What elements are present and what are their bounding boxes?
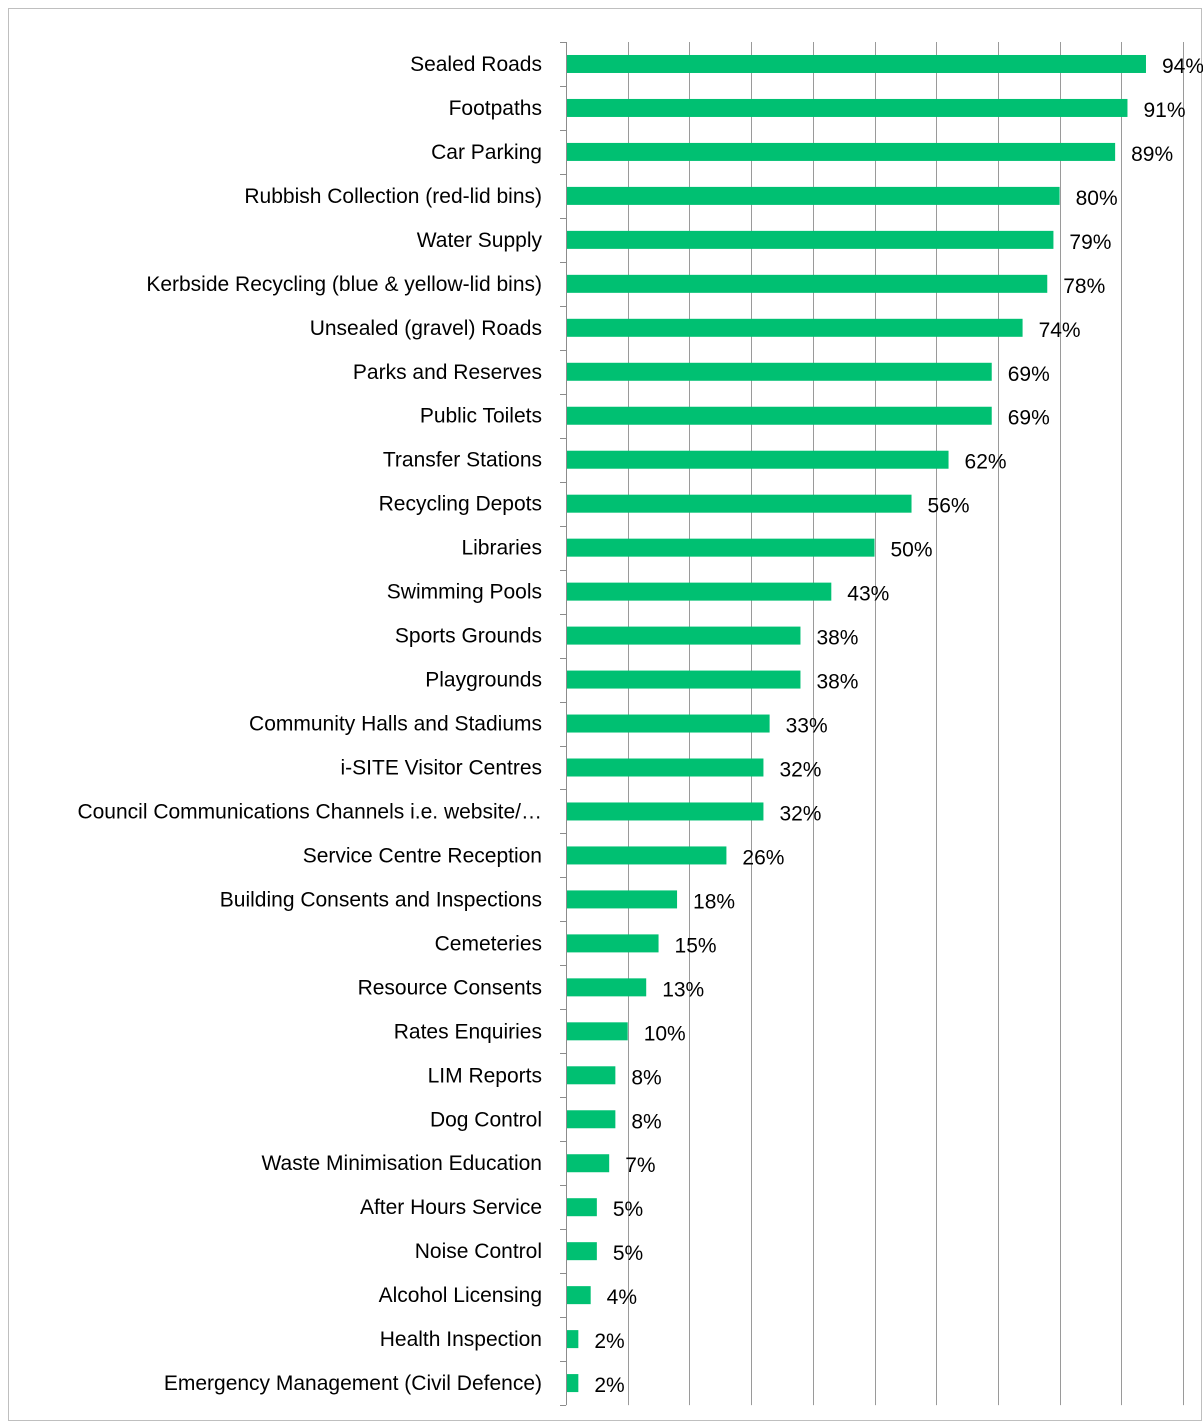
bar — [567, 142, 1116, 161]
bar — [567, 186, 1060, 205]
bar — [567, 934, 659, 953]
category-label: Playgrounds — [425, 669, 542, 692]
bar — [567, 1286, 591, 1305]
category-label: Rates Enquiries — [394, 1020, 542, 1043]
bar — [567, 54, 1146, 73]
bar — [567, 450, 949, 469]
category-label: Unsealed (gravel) Roads — [310, 317, 542, 340]
category-label: i-SITE Visitor Centres — [341, 757, 543, 780]
data-label: 5% — [613, 1242, 643, 1265]
data-label: 26% — [742, 846, 784, 869]
bar — [567, 626, 801, 645]
bar — [567, 758, 764, 777]
bar — [567, 406, 992, 425]
bar — [567, 1154, 610, 1173]
category-label: Libraries — [461, 537, 542, 560]
data-label: 80% — [1076, 187, 1118, 210]
labels: Sealed Roads 94% Footpaths 91% Car Parking 89… — [77, 53, 1203, 1397]
bar — [567, 318, 1023, 337]
data-label: 89% — [1131, 143, 1173, 166]
data-label: 33% — [786, 715, 828, 738]
data-label: 50% — [891, 539, 933, 562]
category-label: Health Inspection — [380, 1328, 542, 1351]
category-label: Building Consents and Inspections — [220, 888, 542, 911]
bar — [567, 1374, 579, 1393]
category-label: LIM Reports — [428, 1064, 542, 1087]
data-label: 15% — [675, 934, 717, 957]
data-label: 8% — [631, 1110, 661, 1133]
bar — [567, 494, 912, 513]
data-label: 74% — [1039, 319, 1081, 342]
gridlines — [628, 42, 1184, 1406]
bar — [567, 1242, 597, 1261]
bar — [567, 714, 770, 733]
category-label: Sports Grounds — [395, 625, 542, 648]
data-label: 69% — [1008, 363, 1050, 386]
data-label: 43% — [847, 583, 889, 606]
category-label: After Hours Service — [360, 1196, 542, 1219]
category-label: Water Supply — [417, 229, 543, 252]
data-label: 2% — [594, 1374, 624, 1397]
category-label: Swimming Pools — [387, 581, 542, 604]
category-label: Noise Control — [415, 1240, 542, 1263]
category-label: Car Parking — [431, 141, 542, 164]
category-label: Kerbside Recycling (blue & yellow-lid bi… — [146, 273, 542, 296]
category-label: Alcohol Licensing — [379, 1284, 542, 1307]
category-label: Service Centre Reception — [303, 844, 542, 867]
bar — [567, 98, 1128, 117]
data-label: 38% — [816, 671, 858, 694]
bar — [567, 230, 1054, 249]
category-label: Resource Consents — [358, 976, 542, 999]
data-label: 56% — [928, 495, 970, 518]
bar — [567, 274, 1048, 293]
data-label: 94% — [1162, 55, 1203, 78]
data-label: 10% — [644, 1022, 686, 1045]
category-label: Footpaths — [449, 97, 542, 120]
bar — [567, 1110, 616, 1129]
category-label: Community Halls and Stadiums — [249, 713, 542, 736]
data-label: 2% — [594, 1330, 624, 1353]
bar — [567, 1330, 579, 1349]
bar — [567, 846, 727, 865]
data-label: 32% — [779, 802, 821, 825]
bar — [567, 670, 801, 689]
bar-chart: Sealed Roads 94% Footpaths 91% Car Parking 89… — [77, 42, 1203, 1406]
bar — [567, 582, 832, 601]
bar — [567, 1198, 597, 1217]
data-label: 69% — [1008, 407, 1050, 430]
category-label: Cemeteries — [435, 932, 542, 955]
category-label: Dog Control — [430, 1108, 542, 1131]
bar — [567, 890, 678, 909]
category-label: Rubbish Collection (red-lid bins) — [244, 185, 542, 208]
data-label: 38% — [816, 627, 858, 650]
bar — [567, 1066, 616, 1085]
data-label: 62% — [965, 451, 1007, 474]
data-label: 91% — [1143, 99, 1185, 122]
data-label: 4% — [607, 1286, 637, 1309]
data-label: 5% — [613, 1198, 643, 1221]
bar — [567, 802, 764, 821]
chart-frame: Sealed Roads 94% Footpaths 91% Car Parking 89… — [8, 8, 1203, 1421]
data-label: 32% — [779, 759, 821, 782]
category-label: Emergency Management (Civil Defence) — [164, 1372, 542, 1395]
category-label: Parks and Reserves — [353, 361, 542, 384]
data-label: 13% — [662, 978, 704, 1001]
category-label: Waste Minimisation Education — [261, 1152, 542, 1175]
data-label: 18% — [693, 890, 735, 913]
category-label: Sealed Roads — [410, 53, 542, 76]
data-label: 7% — [625, 1154, 655, 1177]
bar — [567, 538, 875, 557]
category-label: Transfer Stations — [383, 449, 542, 472]
bar — [567, 978, 647, 997]
bar — [567, 362, 992, 381]
category-label: Public Toilets — [420, 405, 542, 428]
bars — [567, 54, 1146, 1393]
data-label: 78% — [1063, 275, 1105, 298]
bar — [567, 1022, 628, 1041]
data-label: 79% — [1069, 231, 1111, 254]
category-axis — [560, 42, 567, 1406]
category-label: Recycling Depots — [379, 493, 542, 516]
data-label: 8% — [631, 1066, 661, 1089]
category-label: Council Communications Channels i.e. web… — [77, 800, 542, 823]
